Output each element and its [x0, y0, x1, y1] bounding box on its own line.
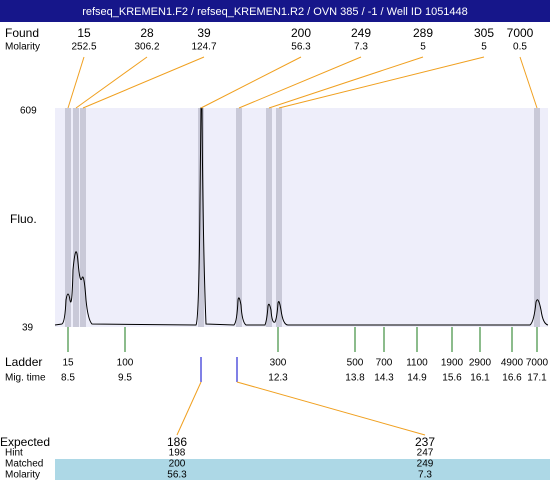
peak-band	[65, 108, 71, 327]
ladder-mig-time: 8.5	[61, 373, 75, 384]
expected-molarity: 7.3	[418, 470, 432, 480]
found-molarity: 252.5	[71, 42, 96, 53]
found-size: 305	[474, 26, 494, 40]
found-size: 28	[140, 26, 154, 40]
expected-row-label: Expected	[0, 435, 50, 449]
ladder-mig-time: 9.5	[118, 373, 132, 384]
title: refseq_KREMEN1.F2 / refseq_KREMEN1.R2 / …	[82, 6, 468, 18]
ladder-size: 7000	[526, 358, 549, 369]
expected-matched: 200	[169, 459, 186, 470]
peak-connector	[519, 56, 538, 109]
ladder-mig-time: 16.6	[502, 373, 522, 384]
found-molarity: 124.7	[191, 42, 216, 53]
connector	[236, 381, 426, 436]
ladder-mig-time: 14.9	[407, 373, 427, 384]
ladder-size: 15	[62, 358, 74, 369]
found-size: 15	[77, 26, 91, 40]
expected-expected: 237	[415, 435, 435, 449]
expected-row-label: Hint	[5, 448, 23, 459]
peak-band	[198, 108, 204, 327]
ladder-size: 300	[270, 358, 287, 369]
trace	[54, 107, 549, 326]
y-max-label: 609	[20, 106, 37, 117]
mig-time-label: Mig. time	[5, 373, 46, 384]
peak-connector	[75, 56, 148, 109]
ladder-mig-time: 13.8	[345, 373, 365, 384]
found-molarity: 306.2	[134, 42, 159, 53]
expected-row-label: Molarity	[5, 470, 40, 480]
peak-connector	[278, 56, 485, 109]
found-size: 7000	[507, 26, 534, 40]
ladder-size: 700	[376, 358, 393, 369]
peak-band	[236, 108, 242, 327]
ladder-mig-time: 14.3	[374, 373, 394, 384]
ladder-size: 2900	[469, 358, 492, 369]
ladder-size: 1900	[441, 358, 464, 369]
ladder-size: 100	[117, 358, 134, 369]
ladder-mig-time: 12.3	[268, 373, 288, 384]
peak-bands	[65, 108, 540, 327]
expected-molarity: 56.3	[167, 470, 187, 480]
expected-matched: 249	[417, 459, 434, 470]
peak-band	[534, 108, 540, 327]
expected-hint: 198	[169, 448, 186, 459]
ladder-size: 4900	[501, 358, 524, 369]
peak-connector	[82, 56, 205, 109]
title-bar	[0, 0, 550, 22]
ladder-mig-time: 15.6	[442, 373, 462, 384]
found-size: 289	[413, 26, 433, 40]
found-molarity: 0.5	[513, 42, 527, 53]
peak-band	[73, 108, 79, 327]
found-molarity: 7.3	[354, 42, 368, 53]
expected-row-label: Matched	[5, 459, 43, 470]
plot-area	[55, 108, 548, 327]
expected-hint: 247	[417, 448, 434, 459]
peak-connector	[238, 56, 362, 109]
ladder-size: 1100	[406, 358, 428, 369]
matched-highlight	[55, 459, 550, 480]
found-size: 200	[291, 26, 311, 40]
ladder-label: Ladder	[5, 355, 42, 369]
y-min-label: 39	[22, 323, 34, 334]
expected-expected: 186	[167, 435, 187, 449]
ladder-size: 500	[347, 358, 364, 369]
found-molarity: 5	[481, 42, 487, 53]
peak-band	[266, 108, 272, 327]
peak-band	[276, 108, 282, 327]
peak-connector	[200, 56, 302, 109]
y-axis-label: Fluo.	[10, 212, 37, 226]
found-molarity: 5	[420, 42, 426, 53]
found-size: 39	[197, 26, 211, 40]
found-label: Found	[5, 26, 39, 40]
molarity-label: Molarity	[5, 42, 40, 53]
found-molarity: 56.3	[291, 42, 311, 53]
peak-band	[80, 108, 86, 327]
peak-connector	[67, 56, 85, 109]
found-size: 249	[351, 26, 371, 40]
ladder-mig-time: 16.1	[470, 373, 490, 384]
peak-connector	[268, 56, 424, 109]
connector	[176, 381, 202, 436]
ladder-mig-time: 17.1	[527, 373, 547, 384]
